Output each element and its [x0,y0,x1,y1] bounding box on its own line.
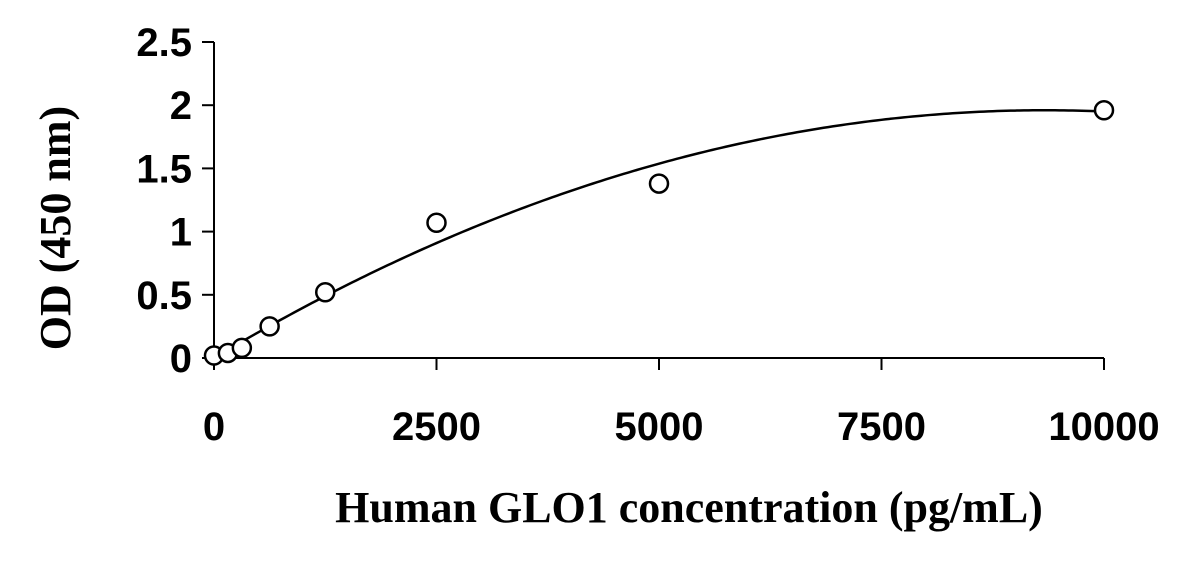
y-tick-label: 2.5 [136,21,192,65]
x-tick-label: 7500 [837,405,926,449]
x-tick-label: 10000 [1048,405,1159,449]
data-point [259,316,280,337]
x-axis-title: Human GLO1 concentration (pg/mL) [335,483,1043,532]
y-axis-title: OD (450 nm) [31,106,80,350]
y-tick-label: 1 [170,211,192,255]
data-point [648,173,670,194]
axes [213,42,1104,359]
y-tick-label: 2 [170,84,192,128]
y-ticks: 0 0.5 1 1.5 2 2.5 [136,21,214,381]
y-tick-label: 0.5 [136,274,192,318]
data-point [231,337,253,359]
data-points [203,100,1115,366]
x-tick-label: 5000 [615,405,704,449]
x-tick-label: 2500 [392,405,481,449]
data-point [1093,100,1115,121]
data-point [315,282,336,303]
y-tick-label: 1.5 [136,147,192,191]
data-point [426,212,447,234]
x-ticks: 0 2500 5000 7500 10000 [203,358,1160,449]
x-tick-label: 0 [203,405,225,449]
fit-curve [213,109,1105,360]
y-tick-label: 0 [170,337,192,381]
